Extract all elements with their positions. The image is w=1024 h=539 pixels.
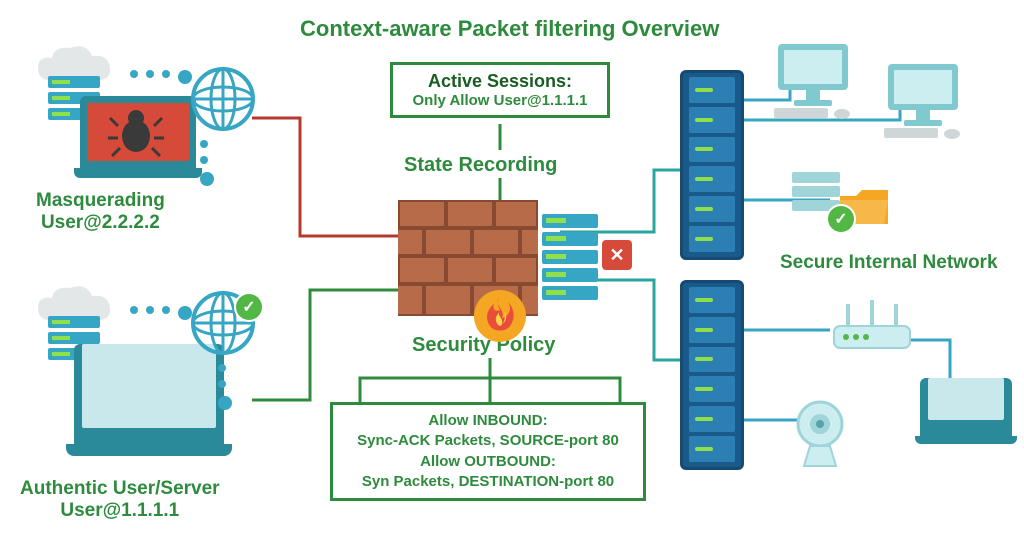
- globe-icon: [190, 66, 256, 137]
- diagram-stage: Context-aware Packet filtering Overview …: [0, 0, 1024, 539]
- server-stack-icon: [538, 210, 602, 311]
- dotted-connector: [130, 306, 192, 320]
- router-icon: [830, 300, 914, 361]
- state-recording-label: State Recording: [404, 154, 557, 177]
- desktop-pc-icon: [880, 60, 966, 145]
- dotted-connector: [130, 70, 192, 84]
- deny-badge-icon: ✕: [602, 240, 632, 270]
- secure-network-label: Secure Internal Network: [780, 252, 998, 274]
- dotted-connector: [218, 364, 232, 410]
- edge-secpol-branch-r: [490, 378, 620, 402]
- policy-line-3: Allow OUTBOUND:: [343, 452, 633, 472]
- webcam-icon: [792, 400, 848, 475]
- policy-line-2: Sync-ACK Packets, SOURCE-port 80: [343, 431, 633, 451]
- authentic-user-label: Authentic User/Server User@1.1.1.1: [20, 478, 220, 522]
- desktop-pc-icon: [770, 40, 856, 125]
- active-sessions-body: Only Allow User@1.1.1.1: [403, 92, 597, 109]
- dotted-connector: [200, 140, 214, 186]
- server-rack-icon: [680, 70, 744, 260]
- active-sessions-header: Active Sessions:: [403, 71, 597, 92]
- server-rack-icon: [680, 280, 744, 470]
- bug-icon: [108, 106, 164, 158]
- checkmark-badge-icon: ✓: [828, 206, 854, 232]
- edge-masq-to-fw: [252, 118, 398, 236]
- edge-auth-to-fw: [252, 290, 398, 400]
- policy-line-1: Allow INBOUND:: [343, 411, 633, 431]
- masquerading-user-label: Masquerading User@2.2.2.2: [36, 190, 165, 234]
- edge-secpol-branch-l: [360, 378, 490, 402]
- policy-box: Allow INBOUND: Sync-ACK Packets, SOURCE-…: [330, 402, 646, 501]
- masquerading-laptop-icon: [80, 96, 196, 178]
- policy-line-4: Syn Packets, DESTINATION-port 80: [343, 472, 633, 492]
- diagram-title: Context-aware Packet filtering Overview: [300, 16, 719, 42]
- flame-icon: [472, 288, 528, 349]
- active-sessions-box: Active Sessions: Only Allow User@1.1.1.1: [390, 62, 610, 118]
- laptop-icon: [920, 370, 1012, 444]
- checkmark-badge-icon: ✓: [236, 294, 262, 320]
